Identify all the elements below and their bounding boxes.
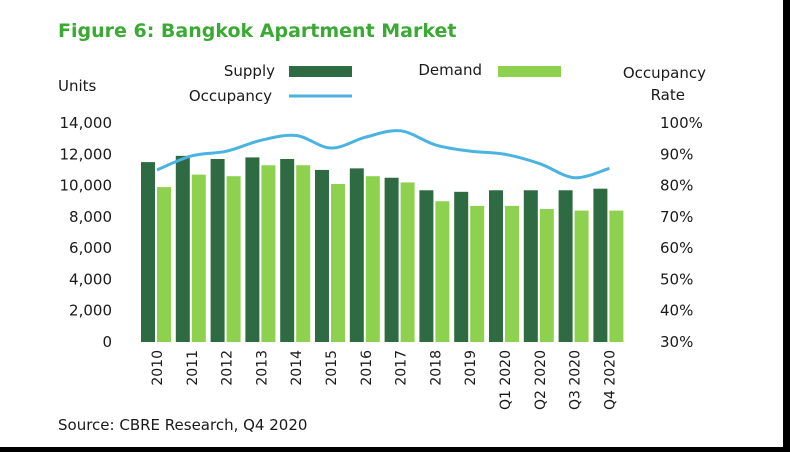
demand-bar — [539, 209, 554, 342]
supply-bar — [210, 158, 225, 342]
x-axis-tick-label: 2015 — [324, 350, 340, 386]
supply-bar — [454, 191, 469, 342]
demand-bar — [574, 210, 589, 342]
supply-bar — [523, 190, 538, 342]
legend: Supply Demand Occupancy — [189, 61, 561, 105]
bars — [141, 155, 624, 342]
x-axis-tick-label: 2018 — [428, 350, 444, 386]
x-axis-tick-label: Q3 2020 — [568, 350, 584, 410]
right-edge-border — [783, 0, 790, 452]
x-axis-tick-label: Q2 2020 — [533, 350, 549, 410]
supply-bar — [593, 188, 608, 342]
demand-bar — [505, 205, 519, 342]
x-axis-tick-label: 2011 — [185, 350, 201, 386]
supply-bar — [558, 190, 573, 342]
x-axis-ticks: 2010 2011 2012 2013 2014 2015 2016 2017 2018 2019… — [150, 350, 618, 410]
right-axis-tick-label: 70% — [660, 208, 693, 226]
figure-title: Figure 6: Bangkok Apartment Market — [58, 20, 456, 42]
right-axis-tick-label: 50% — [660, 270, 693, 288]
occupancy-line — [156, 129, 610, 180]
x-axis-tick-label: 2017 — [394, 350, 410, 386]
x-axis-tick-label: 2010 — [150, 350, 166, 386]
left-axis-tick-label: 2,000 — [69, 302, 112, 320]
right-axis-tick-label: 90% — [660, 145, 693, 163]
right-axis-label-line2: Rate — [651, 86, 685, 104]
left-axis-tick-label: 6,000 — [69, 239, 112, 257]
x-axis-tick-label: 2012 — [220, 350, 236, 386]
demand-bar — [331, 184, 345, 342]
demand-bar — [400, 182, 415, 342]
x-axis-tick-label: 2019 — [463, 350, 479, 386]
source-note: Source: CBRE Research, Q4 2020 — [58, 416, 307, 434]
demand-bar — [296, 165, 311, 342]
supply-bar — [141, 162, 155, 342]
legend-demand-label: Demand — [418, 61, 482, 79]
left-axis-label: Units — [58, 77, 97, 95]
supply-bar — [489, 190, 503, 342]
legend-supply-swatch — [289, 66, 352, 77]
supply-bar — [280, 158, 295, 342]
demand-bar — [226, 176, 241, 342]
occupancy-series — [156, 129, 610, 180]
right-axis-tick-label: 60% — [660, 239, 693, 257]
x-axis-tick-label: Q4 2020 — [602, 350, 618, 410]
demand-bar — [157, 187, 171, 342]
bottom-edge-border — [0, 447, 790, 452]
left-axis-tick-label: 12,000 — [60, 145, 113, 163]
left-axis-tick-label: 8,000 — [69, 208, 112, 226]
left-axis-ticks: 0 2,000 4,000 6,000 8,000 10,000 12,000 14,000 — [60, 114, 113, 351]
right-axis-tick-label: 30% — [660, 333, 693, 351]
left-axis-tick-label: 0 — [102, 333, 112, 351]
demand-bar — [365, 176, 380, 342]
right-axis-tick-label: 100% — [660, 114, 703, 132]
supply-bar — [419, 190, 434, 342]
supply-bar — [175, 155, 190, 342]
x-axis-tick-label: 2014 — [289, 350, 305, 386]
demand-bar — [609, 210, 624, 342]
x-axis-tick-label: 2016 — [359, 350, 375, 386]
legend-demand-swatch — [498, 66, 561, 77]
x-axis-tick-label: 2013 — [254, 350, 270, 386]
supply-bar — [315, 169, 329, 342]
right-axis-tick-label: 80% — [660, 177, 693, 195]
demand-bar — [191, 174, 206, 342]
legend-occupancy-label: Occupancy — [189, 87, 272, 105]
supply-bar — [384, 177, 399, 342]
right-axis-ticks: 30% 40% 50% 60% 70% 80% 90% 100% — [660, 114, 703, 351]
supply-bar — [245, 157, 260, 342]
left-axis-tick-label: 4,000 — [69, 270, 112, 288]
right-axis-tick-label: 40% — [660, 302, 693, 320]
left-axis-tick-label: 10,000 — [60, 177, 113, 195]
supply-bar — [349, 168, 364, 342]
right-axis-label-line1: Occupancy — [623, 64, 706, 82]
demand-bar — [261, 165, 276, 342]
legend-supply-label: Supply — [224, 62, 275, 80]
demand-bar — [470, 205, 485, 342]
x-axis-tick-label: Q1 2020 — [498, 350, 514, 410]
demand-bar — [435, 201, 450, 342]
left-axis-tick-label: 14,000 — [60, 114, 113, 132]
